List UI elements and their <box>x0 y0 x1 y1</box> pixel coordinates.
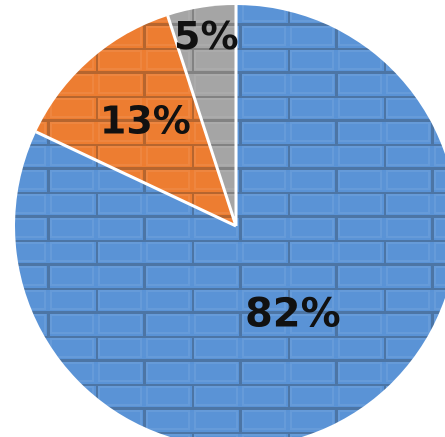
slice-label: 13% <box>100 99 191 143</box>
slice-label: 5% <box>174 14 239 58</box>
slice-divider <box>35 130 237 228</box>
slice-labels: 82% 13% 5% <box>100 14 341 337</box>
brick-texture-slice <box>36 15 237 226</box>
slice-label: 82% <box>245 291 341 337</box>
slice-dividers <box>35 5 238 228</box>
slice-divider <box>166 15 238 227</box>
brick-texture-slice <box>15 5 445 437</box>
brick-texture <box>15 4 445 437</box>
